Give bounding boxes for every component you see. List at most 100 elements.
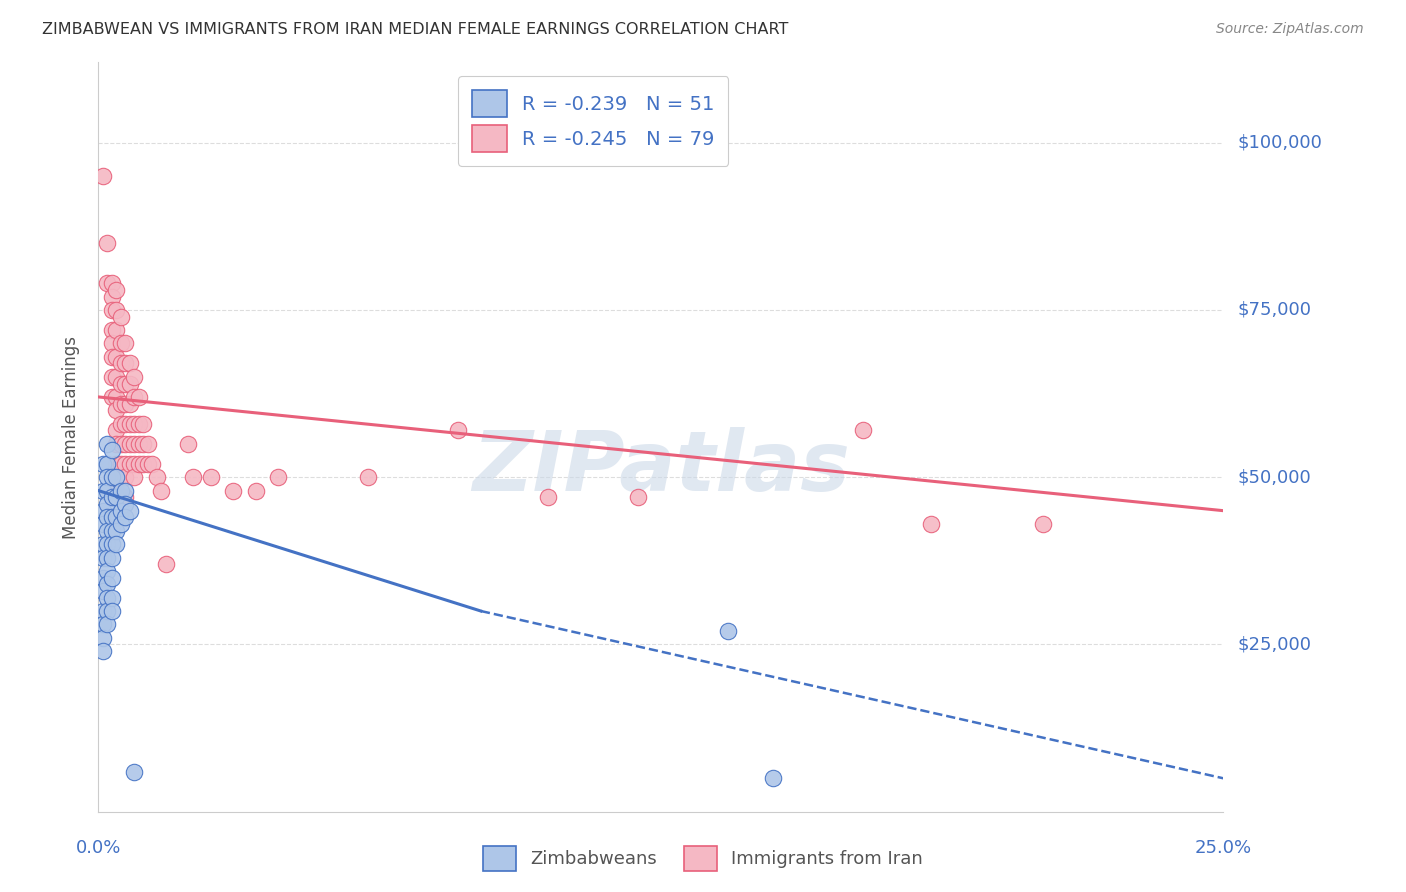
Point: [101, 276, 124, 290]
Point: [114, 483, 136, 498]
Point: [101, 289, 124, 303]
Point: [101, 302, 124, 317]
Point: [146, 470, 169, 484]
Point: [96, 470, 118, 484]
Point: [114, 336, 136, 351]
Point: [124, 764, 146, 779]
Point: [91, 617, 114, 632]
Point: [118, 396, 141, 410]
Point: [267, 470, 290, 484]
Point: [118, 503, 141, 517]
Point: [91, 550, 114, 565]
Point: [114, 356, 136, 371]
Point: [91, 169, 114, 183]
Point: [105, 403, 128, 417]
Point: [105, 369, 128, 384]
Point: [128, 390, 150, 404]
Point: [91, 604, 114, 618]
Point: [128, 457, 150, 471]
Point: [110, 417, 132, 431]
Point: [105, 323, 128, 337]
Point: [96, 524, 118, 538]
Point: [136, 436, 159, 450]
Point: [357, 470, 380, 484]
Point: [101, 390, 124, 404]
Point: [110, 396, 132, 410]
Point: [91, 631, 114, 645]
Point: [128, 417, 150, 431]
Point: [101, 571, 124, 585]
Point: [96, 591, 118, 605]
Point: [101, 336, 124, 351]
Point: [114, 396, 136, 410]
Point: [222, 483, 245, 498]
Point: [177, 436, 200, 450]
Point: [245, 483, 267, 498]
Point: [132, 457, 155, 471]
Point: [110, 356, 132, 371]
Point: [124, 457, 146, 471]
Point: [101, 369, 124, 384]
Point: [114, 510, 136, 524]
Point: [537, 490, 560, 504]
Legend: R = -0.239   N = 51, R = -0.245   N = 79: R = -0.239 N = 51, R = -0.245 N = 79: [458, 76, 728, 166]
Point: [105, 483, 128, 498]
Point: [150, 483, 173, 498]
Point: [114, 470, 136, 484]
Point: [447, 423, 470, 437]
Point: [105, 436, 128, 450]
Point: [101, 510, 124, 524]
Point: [717, 624, 740, 639]
Point: [114, 417, 136, 431]
Point: [110, 503, 132, 517]
Legend: Zimbabweans, Immigrants from Iran: Zimbabweans, Immigrants from Iran: [477, 838, 929, 879]
Point: [105, 302, 128, 317]
Point: [200, 470, 222, 484]
Text: ZIPatlas: ZIPatlas: [472, 426, 849, 508]
Point: [101, 490, 124, 504]
Point: [96, 510, 118, 524]
Point: [762, 771, 785, 786]
Point: [105, 470, 128, 484]
Point: [114, 457, 136, 471]
Text: 0.0%: 0.0%: [76, 839, 121, 857]
Point: [105, 283, 128, 297]
Text: $25,000: $25,000: [1237, 635, 1312, 654]
Point: [96, 276, 118, 290]
Point: [96, 497, 118, 511]
Point: [101, 470, 124, 484]
Point: [96, 617, 118, 632]
Point: [114, 436, 136, 450]
Point: [101, 443, 124, 458]
Point: [96, 577, 118, 591]
Point: [101, 524, 124, 538]
Point: [91, 583, 114, 598]
Point: [91, 483, 114, 498]
Point: [105, 350, 128, 364]
Point: [110, 436, 132, 450]
Point: [105, 470, 128, 484]
Point: [105, 423, 128, 437]
Point: [118, 417, 141, 431]
Point: [96, 235, 118, 250]
Point: [91, 503, 114, 517]
Point: [91, 537, 114, 551]
Point: [91, 571, 114, 585]
Point: [181, 470, 204, 484]
Point: [105, 537, 128, 551]
Point: [114, 497, 136, 511]
Point: [105, 490, 128, 504]
Text: $100,000: $100,000: [1237, 134, 1322, 152]
Point: [96, 604, 118, 618]
Point: [136, 457, 159, 471]
Point: [96, 483, 118, 498]
Point: [110, 376, 132, 391]
Text: $50,000: $50,000: [1237, 468, 1310, 486]
Point: [91, 457, 114, 471]
Point: [1032, 516, 1054, 531]
Point: [114, 376, 136, 391]
Point: [920, 516, 942, 531]
Point: [91, 516, 114, 531]
Point: [114, 490, 136, 504]
Point: [96, 436, 118, 450]
